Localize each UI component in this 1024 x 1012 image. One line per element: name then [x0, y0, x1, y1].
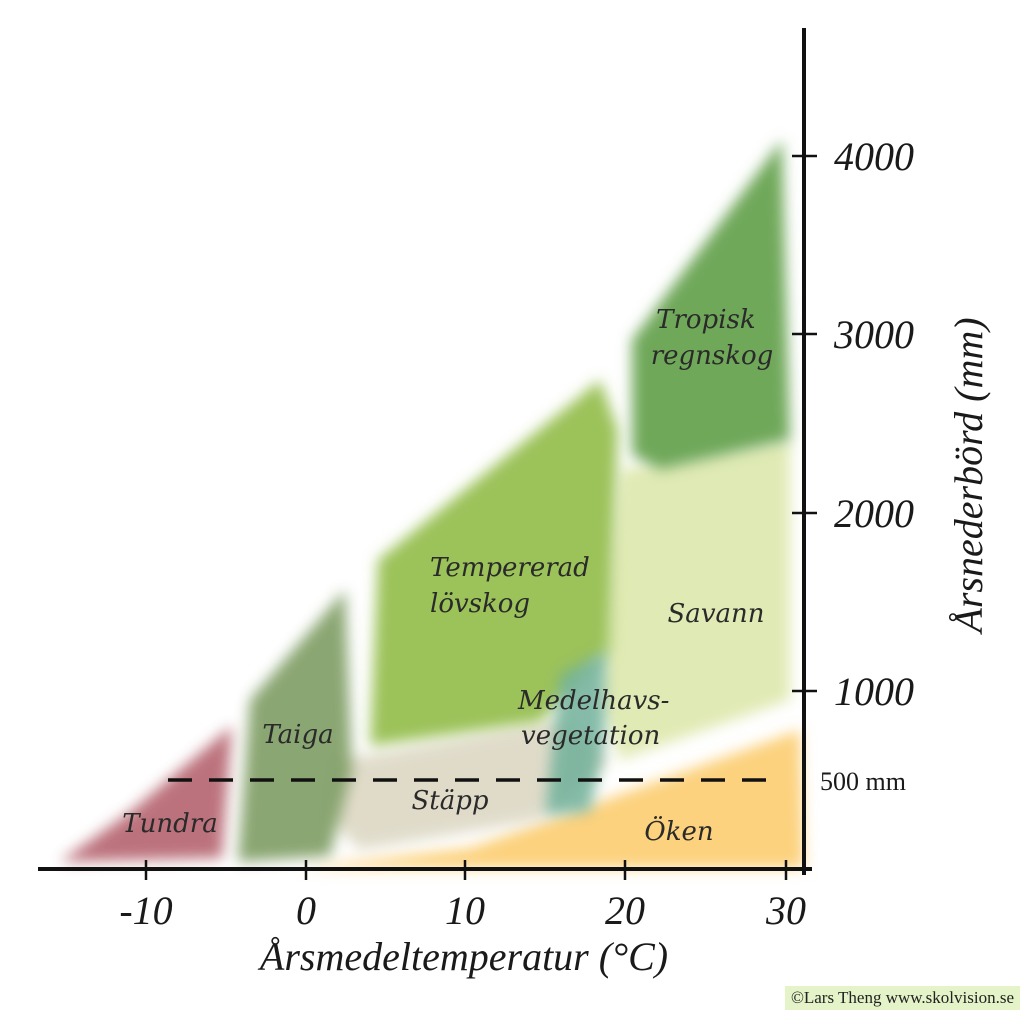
biome-region-medelhavsvegetation	[545, 650, 606, 815]
biome-label-line: vegetation	[521, 721, 660, 751]
x-tick-label-10: 10	[445, 888, 485, 933]
x-axis-ticks	[144, 860, 788, 880]
biome-label-line: regnskog	[651, 341, 774, 371]
y-tick-label-3000: 3000	[833, 312, 914, 357]
x-tick-label-0: 0	[296, 888, 316, 933]
y-axis-ticks	[792, 154, 817, 693]
y-tick-label-1000: 1000	[834, 669, 914, 714]
biome-region-stapp	[330, 720, 610, 850]
biome-label-line: Tropisk	[656, 305, 755, 335]
biome-label-line: lövskog	[430, 589, 530, 619]
reference-line-label: 500 mm	[820, 767, 906, 796]
x-tick-label-30: 30	[765, 888, 806, 933]
x-tick-label-20: 20	[605, 888, 645, 933]
biome-label-tempererad-lovskog: Tempererad lövskog	[430, 553, 598, 619]
biome-label-savann: Savann	[668, 599, 765, 629]
biome-region-taiga	[238, 590, 352, 862]
biome-label-tropisk-regnskog: Tropisk regnskog	[651, 305, 774, 371]
y-tick-label-4000: 4000	[834, 134, 914, 179]
x-tick-label--10: -10	[119, 888, 172, 933]
biome-label-line: Medelhavs-	[517, 686, 669, 716]
credit-label: ©Lars Theng www.skolvision.se	[784, 986, 1020, 1010]
x-axis-title: Årsmedeltemperatur (°C)	[257, 934, 668, 979]
biome-regions	[60, 140, 804, 868]
biome-label-taiga: Taiga	[262, 720, 333, 750]
biome-region-oken	[300, 730, 804, 868]
biome-label-stapp: Stäpp	[411, 786, 488, 816]
biome-label-tundra: Tundra	[122, 809, 217, 839]
axes	[38, 28, 817, 880]
y-axis-title: Årsnederbörd (mm)	[946, 317, 991, 635]
biome-label-line: Tempererad	[430, 553, 590, 583]
biome-label-medelhavsvegetation: Medelhavs- vegetation	[517, 686, 678, 751]
y-tick-label-2000: 2000	[834, 491, 914, 536]
biome-region-savann	[600, 440, 790, 760]
biome-region-tundra	[60, 726, 232, 862]
biome-region-tropisk-regnskog	[632, 140, 790, 470]
biome-region-tempererad-lovskog	[370, 380, 618, 746]
biome-label-oken: Öken	[644, 815, 713, 847]
